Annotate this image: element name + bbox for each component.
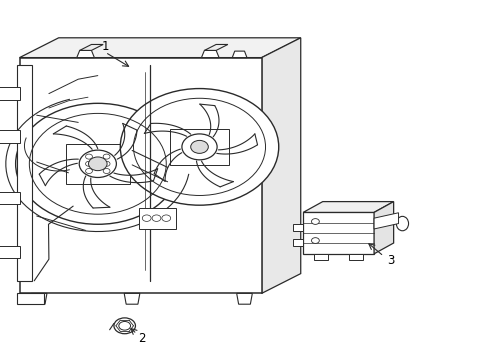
Circle shape <box>142 215 151 221</box>
Circle shape <box>79 150 116 177</box>
Circle shape <box>103 168 110 174</box>
Circle shape <box>190 140 208 153</box>
Polygon shape <box>77 50 94 58</box>
Polygon shape <box>201 50 219 58</box>
Polygon shape <box>124 293 140 304</box>
Polygon shape <box>303 212 373 254</box>
Circle shape <box>85 161 92 166</box>
Polygon shape <box>20 38 300 58</box>
Polygon shape <box>0 192 20 204</box>
Polygon shape <box>20 58 261 293</box>
Polygon shape <box>17 293 44 304</box>
Text: 1: 1 <box>101 40 109 53</box>
Polygon shape <box>293 239 303 246</box>
Ellipse shape <box>396 216 408 231</box>
Circle shape <box>311 219 319 224</box>
Circle shape <box>16 103 180 224</box>
Circle shape <box>182 134 217 160</box>
Polygon shape <box>313 254 327 260</box>
Circle shape <box>120 89 278 205</box>
Circle shape <box>85 168 92 174</box>
Polygon shape <box>0 130 20 143</box>
Polygon shape <box>236 293 252 304</box>
Polygon shape <box>348 254 363 260</box>
Polygon shape <box>373 213 398 229</box>
Text: 3: 3 <box>386 255 394 267</box>
Text: 2: 2 <box>138 332 145 345</box>
Polygon shape <box>17 65 32 281</box>
Polygon shape <box>31 293 47 304</box>
Circle shape <box>103 154 110 159</box>
Circle shape <box>114 318 135 334</box>
Polygon shape <box>139 208 176 229</box>
Circle shape <box>162 215 170 221</box>
Polygon shape <box>66 144 129 184</box>
Polygon shape <box>0 246 20 258</box>
Polygon shape <box>204 45 227 50</box>
Circle shape <box>103 161 110 166</box>
Circle shape <box>152 215 161 221</box>
Polygon shape <box>80 45 103 50</box>
Polygon shape <box>303 202 393 212</box>
Circle shape <box>119 321 130 330</box>
Circle shape <box>88 157 107 171</box>
Polygon shape <box>0 87 20 100</box>
Polygon shape <box>261 38 300 293</box>
Circle shape <box>311 238 319 243</box>
Polygon shape <box>293 224 303 231</box>
Polygon shape <box>232 51 246 58</box>
Circle shape <box>85 154 92 159</box>
Polygon shape <box>373 202 393 254</box>
Polygon shape <box>170 129 228 165</box>
